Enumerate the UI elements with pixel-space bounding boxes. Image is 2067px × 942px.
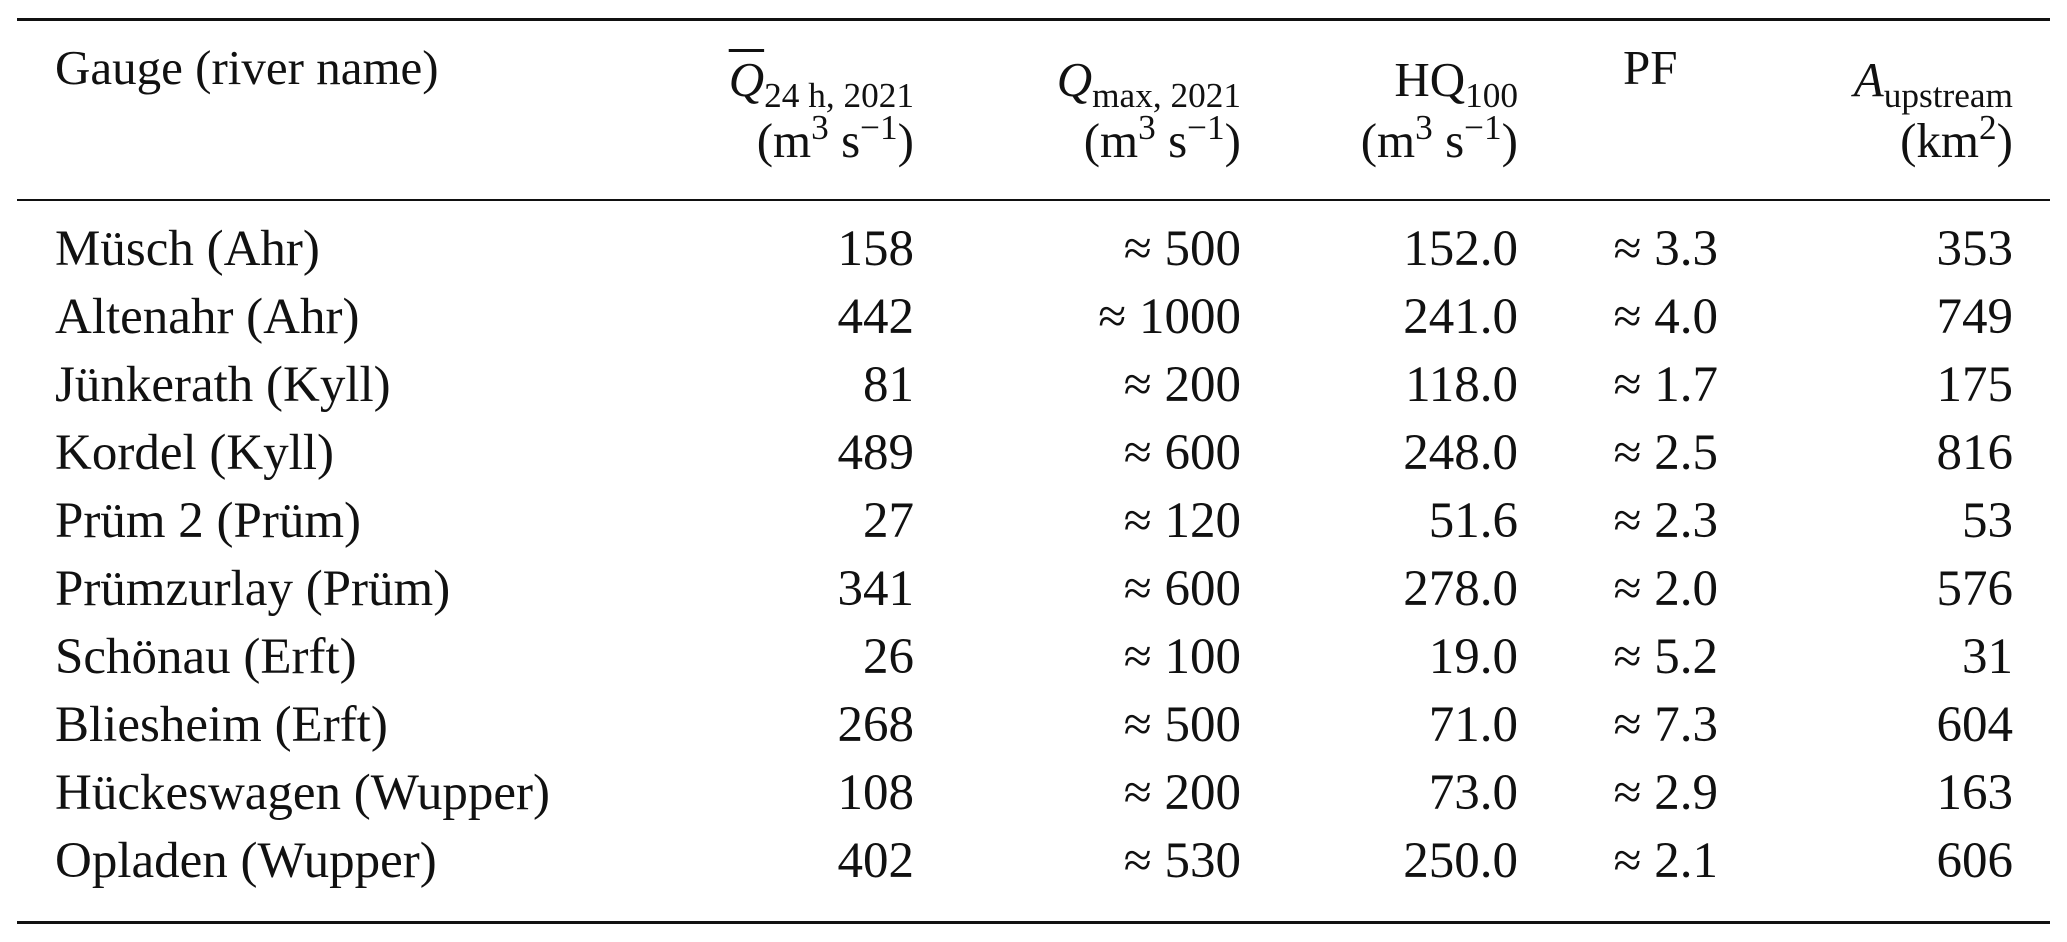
cell-qmax: ≈ 1000 (1098, 289, 1241, 345)
hq-unit: (m3 s−1) (1360, 107, 1518, 168)
cell-pf: ≈ 2.9 (1613, 765, 1719, 821)
cell-gauge: Prümzurlay (Prüm) (55, 561, 451, 617)
cell-area: 604 (1936, 697, 2014, 753)
cell-area: 353 (1936, 221, 2014, 277)
cell-gauge: Opladen (Wupper) (55, 833, 437, 889)
q24-symbol: Q (728, 52, 765, 107)
cell-area: 53 (1962, 493, 2013, 549)
cell-q24: 158 (837, 221, 915, 277)
table-row: Schönau (Erft) 26 ≈ 100 19.0 ≈ 5.2 31 (0, 623, 2067, 691)
cell-qmax: ≈ 200 (1123, 357, 1241, 413)
table-row: Opladen (Wupper) 402 ≈ 530 250.0 ≈ 2.1 6… (0, 827, 2067, 895)
cell-q24: 81 (863, 357, 914, 413)
qmax-symbol: Q (1056, 52, 1093, 107)
cell-qmax: ≈ 530 (1123, 833, 1241, 889)
hq-subscript: 100 (1465, 76, 1518, 116)
cell-hq100: 250.0 (1403, 833, 1518, 889)
bottom-rule (17, 921, 2050, 924)
cell-pf: ≈ 2.3 (1613, 493, 1719, 549)
cell-pf: ≈ 3.3 (1613, 221, 1719, 277)
cell-hq100: 51.6 (1428, 493, 1518, 549)
cell-pf: ≈ 1.7 (1613, 357, 1719, 413)
cell-gauge: Bliesheim (Erft) (55, 697, 388, 753)
cell-area: 163 (1936, 765, 2014, 821)
area-unit: (km2) (1900, 107, 2013, 168)
area-subscript: upstream (1883, 76, 2013, 116)
cell-pf: ≈ 2.1 (1613, 833, 1719, 889)
cell-qmax: ≈ 120 (1123, 493, 1241, 549)
cell-qmax: ≈ 500 (1123, 697, 1241, 753)
table-row: Altenahr (Ahr) 442 ≈ 1000 241.0 ≈ 4.0 74… (0, 283, 2067, 351)
cell-hq100: 248.0 (1403, 425, 1518, 481)
cell-gauge: Müsch (Ahr) (55, 221, 320, 277)
cell-pf: ≈ 2.0 (1613, 561, 1719, 617)
cell-qmax: ≈ 600 (1123, 561, 1241, 617)
cell-gauge: Jünkerath (Kyll) (55, 357, 391, 413)
cell-area: 576 (1936, 561, 2014, 617)
cell-area: 816 (1936, 425, 2014, 481)
cell-hq100: 71.0 (1428, 697, 1518, 753)
cell-q24: 489 (837, 425, 915, 481)
cell-hq100: 19.0 (1428, 629, 1518, 685)
header-area: Aupstream (km2) (1854, 52, 2013, 174)
cell-gauge: Altenahr (Ahr) (55, 289, 360, 345)
cell-gauge: Kordel (Kyll) (55, 425, 335, 481)
cell-q24: 27 (863, 493, 914, 549)
header-gauge: Gauge (river name) (55, 40, 439, 95)
cell-q24: 341 (837, 561, 915, 617)
cell-q24: 442 (837, 289, 915, 345)
cell-qmax: ≈ 600 (1123, 425, 1241, 481)
cell-gauge: Prüm 2 (Prüm) (55, 493, 361, 549)
cell-hq100: 241.0 (1403, 289, 1518, 345)
header-pf: PF (1623, 40, 1678, 95)
table-row: Prüm 2 (Prüm) 27 ≈ 120 51.6 ≈ 2.3 53 (0, 487, 2067, 555)
cell-gauge: Schönau (Erft) (55, 629, 357, 685)
header-q24: Q24 h, 2021 (m3 s−1) (729, 52, 914, 174)
cell-hq100: 278.0 (1403, 561, 1518, 617)
cell-q24: 402 (837, 833, 915, 889)
cell-pf: ≈ 2.5 (1613, 425, 1719, 481)
table-row: Jünkerath (Kyll) 81 ≈ 200 118.0 ≈ 1.7 17… (0, 351, 2067, 419)
cell-pf: ≈ 5.2 (1613, 629, 1719, 685)
cell-q24: 268 (837, 697, 915, 753)
header-qmax: Qmax, 2021 (m3 s−1) (1057, 52, 1241, 174)
header-rule (17, 199, 2050, 201)
cell-hq100: 152.0 (1403, 221, 1518, 277)
cell-qmax: ≈ 100 (1123, 629, 1241, 685)
q24-unit: (m3 s−1) (756, 107, 914, 168)
cell-pf: ≈ 7.3 (1613, 697, 1719, 753)
table-row: Bliesheim (Erft) 268 ≈ 500 71.0 ≈ 7.3 60… (0, 691, 2067, 759)
table-row: Müsch (Ahr) 158 ≈ 500 152.0 ≈ 3.3 353 (0, 215, 2067, 283)
table-row: Hückeswagen (Wupper) 108 ≈ 200 73.0 ≈ 2.… (0, 759, 2067, 827)
area-symbol: A (1853, 52, 1884, 107)
cell-area: 31 (1962, 629, 2013, 685)
qmax-unit: (m3 s−1) (1083, 107, 1241, 168)
cell-hq100: 118.0 (1405, 357, 1518, 413)
q24-subscript: 24 h, 2021 (764, 76, 914, 116)
cell-q24: 26 (863, 629, 914, 685)
qmax-subscript: max, 2021 (1092, 76, 1241, 116)
cell-pf: ≈ 4.0 (1613, 289, 1719, 345)
top-rule (17, 18, 2050, 21)
table-row: Kordel (Kyll) 489 ≈ 600 248.0 ≈ 2.5 816 (0, 419, 2067, 487)
cell-area: 175 (1936, 357, 2014, 413)
table-row: Prümzurlay (Prüm) 341 ≈ 600 278.0 ≈ 2.0 … (0, 555, 2067, 623)
cell-qmax: ≈ 200 (1123, 765, 1241, 821)
cell-area: 606 (1936, 833, 2014, 889)
hq-symbol: HQ (1394, 52, 1466, 107)
cell-area: 749 (1936, 289, 2014, 345)
cell-hq100: 73.0 (1428, 765, 1518, 821)
cell-q24: 108 (837, 765, 915, 821)
cell-gauge: Hückeswagen (Wupper) (55, 765, 550, 821)
cell-qmax: ≈ 500 (1123, 221, 1241, 277)
header-hq100: HQ100 (m3 s−1) (1361, 52, 1518, 174)
